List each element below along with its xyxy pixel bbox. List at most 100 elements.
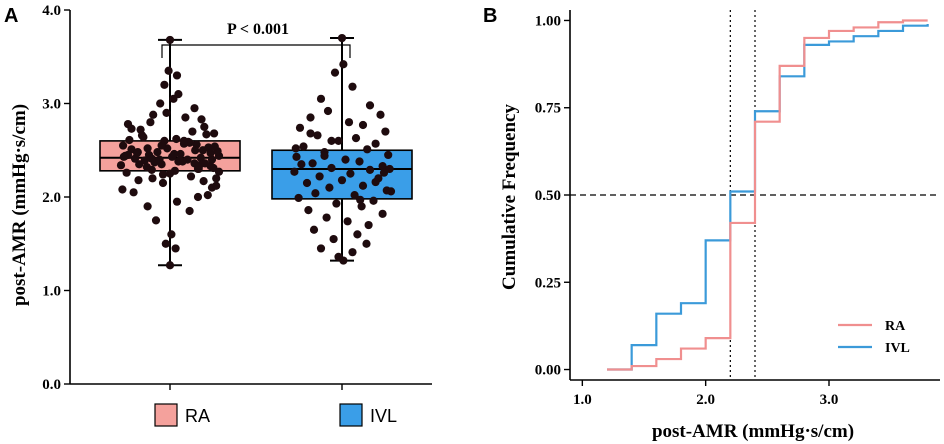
- data-point-ra: [191, 146, 200, 155]
- data-point-ivl: [384, 150, 393, 160]
- data-point-ivl: [371, 177, 380, 187]
- data-point-ivl: [339, 256, 348, 265]
- y-tick-label: 4.0: [42, 3, 61, 19]
- data-point-ivl: [381, 127, 390, 136]
- data-point-ivl: [290, 167, 299, 176]
- panel-a-y-ticks: 0.0 1.0 2.0 3.0 4.0: [42, 3, 70, 393]
- data-point-ivl: [304, 205, 313, 215]
- data-point-ra: [165, 35, 175, 45]
- data-point-ivl: [343, 217, 352, 226]
- data-point-ra: [179, 136, 189, 145]
- data-point-ra: [129, 188, 138, 197]
- legend-ra-swatch: [154, 403, 178, 427]
- data-point-ra: [174, 90, 183, 99]
- data-point-ra: [153, 148, 162, 157]
- data-point-ivl: [348, 82, 357, 91]
- data-point-ivl: [325, 183, 334, 192]
- legend-b-ivl-label: IVL: [885, 341, 910, 356]
- y-tick-label: 1.00: [535, 13, 561, 29]
- data-point-ivl: [323, 106, 333, 116]
- data-point-ivl: [365, 165, 375, 174]
- data-point-ra: [172, 134, 181, 144]
- p-value-annotation: P < 0.001: [227, 21, 289, 38]
- data-point-ivl: [311, 189, 320, 198]
- data-point-ra: [148, 174, 157, 183]
- data-point-ra: [203, 191, 212, 200]
- y-tick-label: 2.0: [42, 190, 61, 206]
- data-point-ra: [202, 130, 211, 139]
- panel-a-axes: [69, 10, 432, 390]
- panel-b-series: [607, 19, 929, 371]
- data-point-ra: [196, 153, 205, 162]
- data-point-ivl: [376, 110, 385, 119]
- panel-b-axes: 0.00 0.25 0.50 0.75 1.00 1.0 2.0 3.0: [535, 10, 940, 408]
- data-point-ra: [146, 118, 155, 127]
- data-point-ra: [161, 239, 170, 248]
- data-point-ra: [143, 144, 152, 153]
- data-point-ra: [125, 135, 134, 145]
- data-point-ivl: [358, 181, 368, 190]
- data-point-ivl: [357, 202, 366, 211]
- data-point-ra: [212, 181, 221, 190]
- data-point-ra: [134, 176, 143, 185]
- data-point-ra: [165, 261, 175, 270]
- data-point-ivl: [351, 133, 361, 143]
- y-tick-label: 0.00: [535, 363, 561, 379]
- data-point-ivl: [330, 68, 340, 77]
- data-point-ivl: [363, 145, 372, 154]
- data-point-ra: [195, 161, 204, 170]
- data-point-ra: [139, 133, 148, 142]
- data-point-ivl: [358, 120, 368, 130]
- data-point-ivl: [297, 160, 306, 169]
- data-point-ivl: [306, 113, 315, 122]
- data-point-ivl: [356, 195, 365, 204]
- step-line-ra: [607, 19, 928, 371]
- data-point-ivl: [329, 234, 338, 244]
- data-point-ra: [167, 230, 176, 239]
- data-point-ivl: [364, 220, 373, 230]
- data-point-ivl: [341, 155, 350, 164]
- data-point-ra: [119, 141, 128, 150]
- data-point-ra: [149, 110, 158, 119]
- data-point-ra: [176, 149, 185, 159]
- data-point-ra: [127, 124, 136, 133]
- data-point-ra: [199, 177, 208, 186]
- data-point-ivl: [299, 142, 308, 151]
- data-point-ra: [118, 185, 127, 194]
- data-point-ra: [156, 99, 165, 108]
- data-point-ra: [212, 174, 221, 183]
- data-point-ivl: [327, 163, 336, 173]
- data-point-ra: [135, 160, 144, 169]
- data-point-ivl: [295, 123, 305, 132]
- data-point-ivl: [292, 152, 301, 161]
- data-point-ra: [116, 161, 126, 170]
- panel-b-legend: RA IVL: [838, 319, 910, 356]
- data-point-ivl: [365, 101, 375, 110]
- data-point-ra: [172, 71, 182, 80]
- data-point-ra: [197, 115, 206, 124]
- legend-ivl-swatch: [339, 403, 363, 427]
- data-point-ivl: [353, 230, 362, 239]
- data-point-ra: [188, 127, 197, 136]
- data-point-ra: [210, 129, 219, 138]
- data-point-ivl: [308, 159, 317, 168]
- data-point-ra: [214, 167, 224, 176]
- y-tick-label: 0.50: [535, 188, 561, 204]
- data-point-ivl: [327, 136, 336, 145]
- data-point-ra: [170, 149, 179, 159]
- data-point-ra: [160, 80, 169, 89]
- data-point-ra: [155, 155, 164, 164]
- data-point-ivl: [344, 118, 354, 127]
- step-line-ivl: [607, 23, 929, 371]
- panel-b-label: B: [483, 5, 497, 27]
- legend-ra-label: RA: [185, 406, 210, 426]
- data-point-ivl: [309, 225, 319, 234]
- panel-a-boxplot: post-AMR (mmHg·s/cm) 0.0 1.0 2.0 3.0 4.0 P <…: [9, 3, 432, 427]
- x-tick-label: 3.0: [820, 392, 839, 408]
- panel-a-points: [116, 33, 396, 270]
- data-point-ra: [185, 206, 194, 216]
- data-point-ra: [186, 172, 196, 181]
- data-point-ivl: [339, 60, 348, 69]
- data-point-ivl: [320, 151, 329, 160]
